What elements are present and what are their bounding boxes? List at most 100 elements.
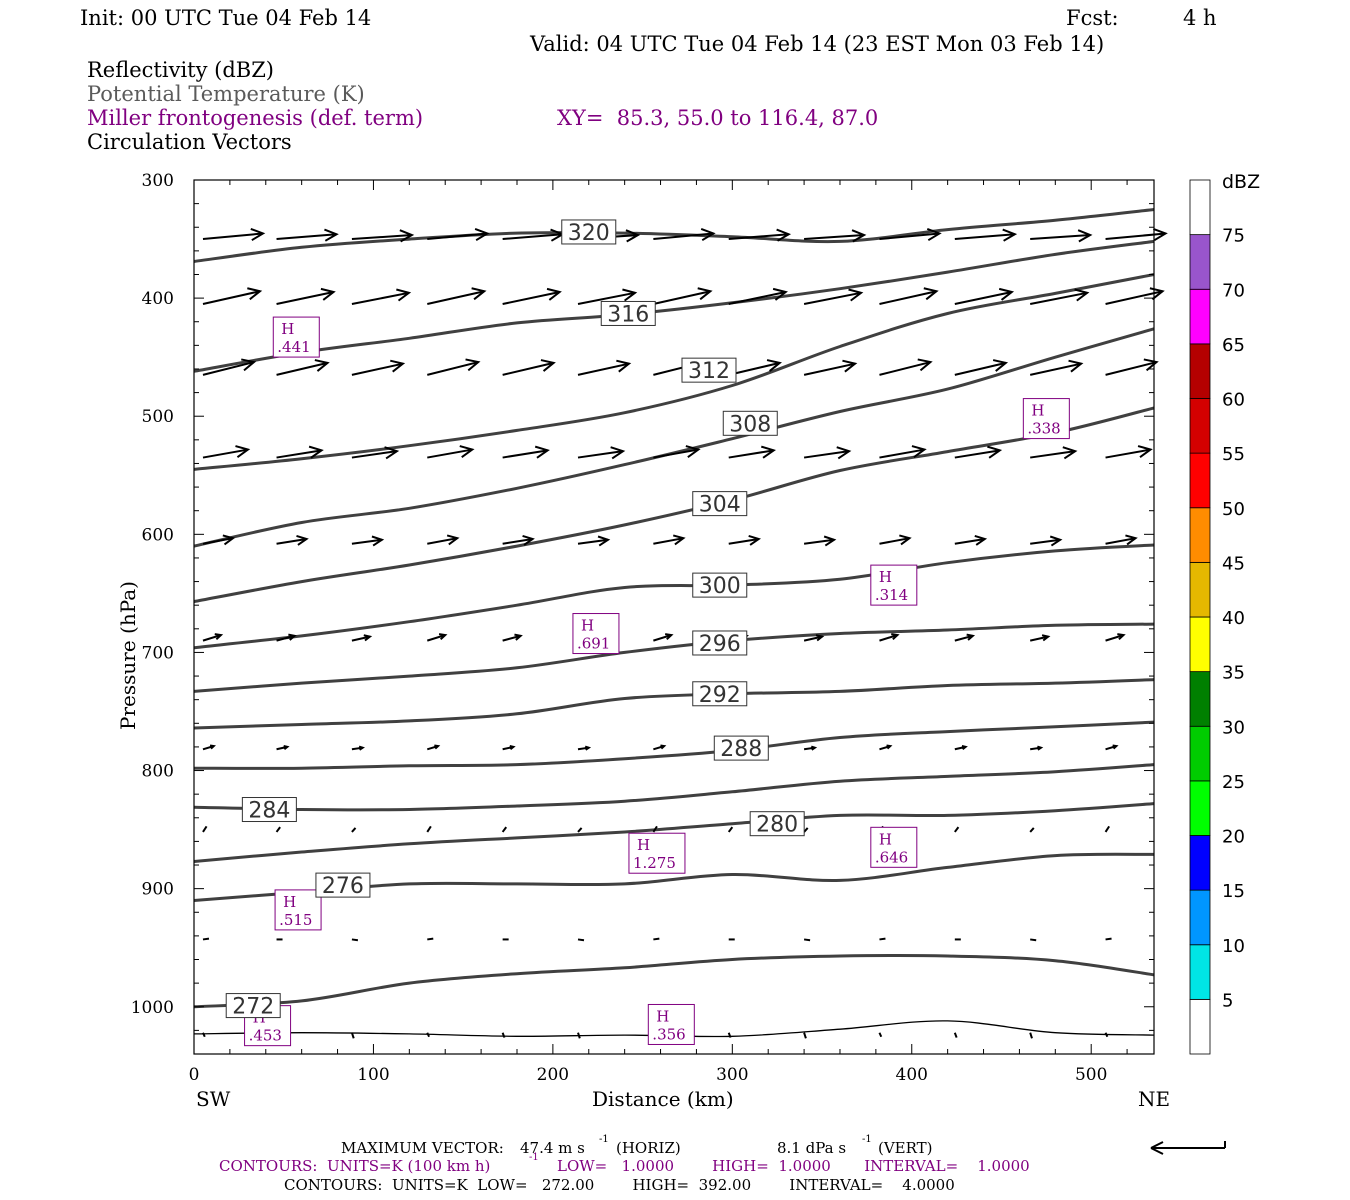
vector-shaft — [954, 361, 1007, 376]
vector-head — [384, 446, 400, 460]
x-tick-label: 200 — [537, 1065, 569, 1085]
vector-head — [314, 359, 330, 372]
vector-head — [363, 634, 373, 642]
vector-shaft — [275, 826, 281, 833]
horiz-unit-exponent: -1 — [599, 1134, 609, 1145]
theta-contour-316 — [193, 239, 1155, 373]
x-axis-title: Distance (km) — [592, 1087, 734, 1111]
vector-head — [465, 358, 481, 372]
contour-label-304: 304 — [699, 493, 741, 518]
max-vector-label: MAXIMUM VECTOR: — [341, 1139, 504, 1157]
high-box — [1022, 398, 1070, 440]
high-value: .646 — [875, 848, 908, 866]
contour-label-box-288 — [713, 735, 769, 761]
colorbar: 5 10 15 20 25 30 35 40 45 50 55 60 65 70 75 dBZ — [1189, 171, 1260, 1055]
vector-head — [1002, 228, 1018, 242]
contour-label-296: 296 — [699, 632, 741, 657]
vector-head — [974, 534, 988, 546]
y-tick-label: 900 — [142, 880, 174, 900]
colorbar-level: 40 — [1222, 608, 1245, 629]
vector-head — [664, 633, 674, 641]
vector-shaft — [728, 449, 774, 459]
vector-head — [241, 358, 257, 372]
vector-head — [616, 359, 632, 373]
vector-head — [917, 358, 933, 372]
vector-head — [446, 534, 460, 546]
vector-shaft — [577, 450, 624, 459]
x-tick-label: 100 — [357, 1065, 389, 1085]
vector-head — [1112, 744, 1119, 750]
vector-shaft — [1029, 362, 1082, 376]
contour-label-288: 288 — [720, 737, 762, 762]
vector-shaft — [1105, 232, 1166, 241]
vector-shaft — [1105, 537, 1136, 545]
vector-head — [584, 745, 592, 751]
colorbar-bin — [1189, 179, 1211, 236]
theta-contour-296 — [193, 622, 1155, 693]
vector-head — [209, 744, 216, 750]
high-box — [572, 613, 620, 655]
vector-head — [842, 359, 858, 373]
colorbar-level: 50 — [1222, 499, 1245, 520]
vector-shaft — [1029, 291, 1088, 305]
vector-shaft — [577, 362, 630, 376]
vector-shaft — [954, 826, 960, 833]
colorbar-bin — [1189, 780, 1211, 836]
vector-shaft — [202, 448, 249, 459]
colorbar-level: 35 — [1222, 663, 1245, 684]
colorbar-level: 5 — [1222, 990, 1233, 1011]
high-letter: H — [581, 617, 594, 635]
vector-shaft — [501, 1032, 506, 1038]
vector-head — [672, 534, 686, 546]
vector-shaft — [1029, 1032, 1033, 1039]
vector-head — [250, 227, 266, 242]
colorbar-level: 30 — [1222, 717, 1245, 738]
vector-head — [1068, 359, 1084, 373]
vector-head — [1037, 745, 1044, 751]
vector-shaft — [878, 1032, 883, 1038]
vector-head — [886, 744, 893, 750]
colorbar-level: 60 — [1222, 390, 1245, 411]
vector-shaft — [351, 635, 371, 642]
contours-theta-range: CONTOURS: UNITS=K LOW= 272.00 HIGH= 392.… — [284, 1176, 955, 1194]
vert-unit-exponent: -1 — [862, 1134, 872, 1145]
vector-head — [911, 445, 927, 458]
vector-shaft — [502, 537, 533, 545]
vector-shaft — [653, 937, 660, 941]
vector-head — [396, 288, 412, 302]
vector-shaft — [502, 361, 554, 376]
vector-shaft — [577, 538, 609, 545]
axes: 0 100 200 300 400 500 300 400 500 600 700 800 900 100… — [131, 171, 1154, 1085]
high-box — [870, 564, 918, 606]
contours-frontogenesis-range: LOW= 1.0000 HIGH= 1.0000 INTERVAL= 1.000… — [557, 1157, 1030, 1175]
vector-shaft — [804, 234, 865, 241]
theta-contour-272 — [193, 953, 1155, 1009]
vector-shaft — [1105, 937, 1112, 941]
vector-shaft — [427, 537, 458, 545]
vector-head — [772, 287, 788, 301]
vector-shaft — [202, 634, 222, 642]
colorbar-bin — [1189, 889, 1211, 946]
vector-shaft — [202, 290, 261, 305]
vector-shaft — [803, 450, 850, 459]
colorbar-bin — [1189, 998, 1211, 1055]
vector-shaft — [954, 233, 1015, 241]
vector-head — [324, 228, 339, 242]
vector-shaft — [351, 938, 359, 942]
colorbar-bin — [1189, 343, 1211, 399]
vector-shaft — [728, 537, 759, 545]
vector-head — [823, 535, 837, 547]
vector-head — [851, 229, 867, 243]
theta-contour-320 — [193, 208, 1155, 263]
vector-head — [320, 287, 336, 301]
contour-label-280: 280 — [756, 813, 798, 838]
colorbar-bin — [1189, 671, 1211, 727]
vector-head — [700, 227, 716, 242]
vector-shaft — [502, 449, 548, 459]
vector-shaft — [351, 362, 404, 376]
x-axis-left-end: SW — [196, 1087, 231, 1111]
vector-shaft — [879, 634, 898, 642]
vector-shaft — [351, 538, 383, 545]
vector-shaft — [727, 826, 734, 833]
